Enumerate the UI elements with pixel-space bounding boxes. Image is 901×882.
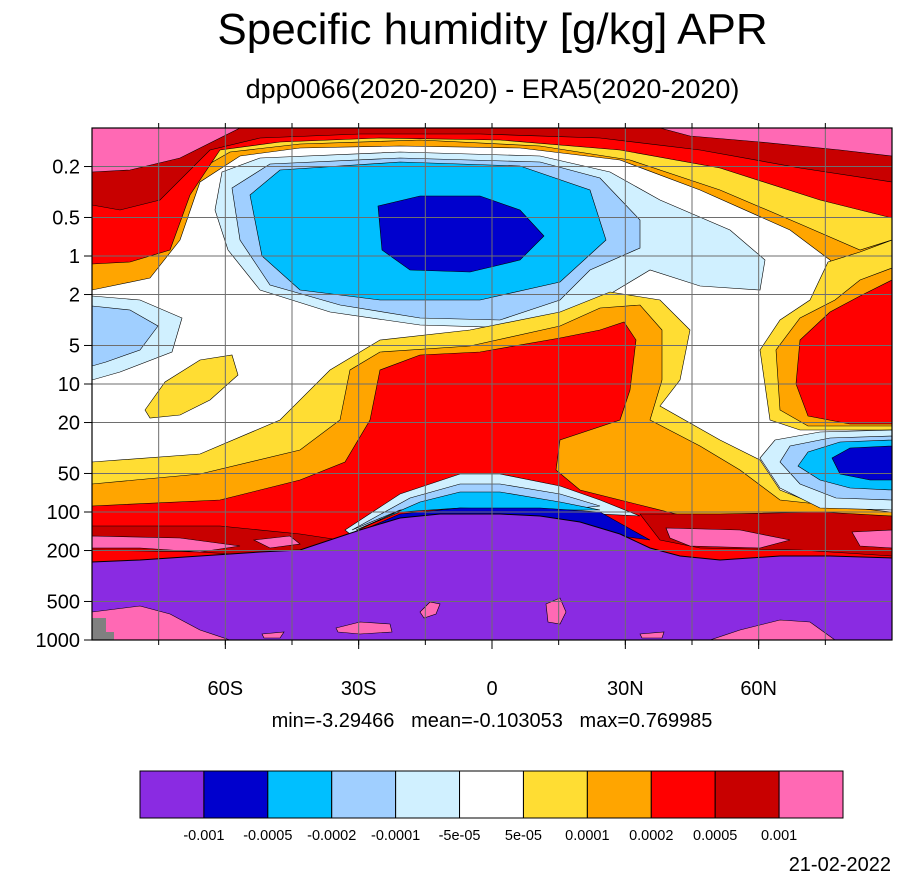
colorbar-label: -5e-05 <box>439 828 481 844</box>
colorbar-swatch <box>331 770 397 819</box>
y-tick-label: 1 <box>69 246 80 268</box>
y-tick-label: 100 <box>47 502 80 524</box>
colorbar-label: 5e-05 <box>505 828 542 844</box>
colorbar-swatch <box>139 770 205 819</box>
colorbar-swatch <box>267 770 333 819</box>
x-tick-label: 30S <box>341 678 377 700</box>
y-tick-label: 1000 <box>36 630 81 652</box>
colorbar-label: 0.0001 <box>565 828 609 844</box>
colorbar-swatch <box>203 770 269 819</box>
y-tick-label: 0.5 <box>52 207 80 229</box>
x-tick-label: 30N <box>607 678 644 700</box>
contour-region-pink-lower-left <box>92 535 241 553</box>
contour-region-pink-upper-right <box>659 128 892 157</box>
contour-region-yellow-left-blob <box>144 354 239 419</box>
contour-region-pink-blob-4 <box>261 631 285 639</box>
contour-region-pink-blob-5 <box>639 631 665 639</box>
y-tick-label: 200 <box>47 541 80 563</box>
colorbar-label: 0.0005 <box>693 828 737 844</box>
contour-region-pink-upper-left <box>92 128 241 173</box>
y-tick-label: 2 <box>69 285 80 307</box>
y-tick-label: 0.2 <box>52 157 80 179</box>
contour-region-pink-lower-right2 <box>851 529 892 549</box>
contour-region-lightblue-left <box>92 305 159 367</box>
chart-subtitle: dpp0066(2020-2020) - ERA5(2020-2020) <box>245 74 740 104</box>
colorbar-swatch <box>586 770 652 819</box>
colorbar-swatch <box>522 770 588 819</box>
y-tick-label: 10 <box>58 374 80 396</box>
colorbar-swatch <box>778 770 844 819</box>
colorbar-label: -0.001 <box>183 828 224 844</box>
contour-region-pink-surface-left <box>92 605 231 640</box>
colorbar: -0.001 -0.0005 -0.0002 -0.0001 -5e-05 5e-05 0.… <box>139 770 844 844</box>
y-tick-label: 500 <box>47 591 80 613</box>
contour-region-pink-blob-1 <box>335 621 393 635</box>
y-tick-label: 50 <box>58 463 80 485</box>
colorbar-swatch <box>714 770 780 819</box>
x-tick-label: 60N <box>740 678 777 700</box>
colorbar-swatch <box>459 770 524 819</box>
contour-region-blue-right <box>831 445 892 481</box>
colorbar-label: 0.001 <box>761 828 797 844</box>
colorbar-swatch <box>650 770 716 819</box>
contour-region-pink-lower-left2 <box>252 535 301 549</box>
y-tick-label: 5 <box>69 335 80 357</box>
colorbar-label: -0.0001 <box>371 828 420 844</box>
contour-region-cyan-tropo <box>355 491 601 531</box>
colorbar-label: 0.0002 <box>629 828 673 844</box>
contour-region-pink-blob-3 <box>545 597 567 625</box>
x-tick-label: 60S <box>208 678 244 700</box>
x-axis: 60S 30S 0 30N 60N <box>158 123 826 700</box>
date-label: 21-02-2022 <box>788 854 891 876</box>
grid-lines <box>92 128 892 640</box>
x-tick-label: 0 <box>486 678 497 700</box>
missing-data-region <box>92 618 114 640</box>
contour-region-pink-surface-right <box>709 619 836 640</box>
colorbar-swatch <box>395 770 461 819</box>
contour-region-blue-upper <box>377 195 545 273</box>
chart-title: Specific humidity [g/kg] APR <box>217 5 768 54</box>
colorbar-label: -0.0002 <box>307 828 356 844</box>
y-axis: 0.2 0.5 1 2 5 10 20 50 100 200 500 1000 <box>36 157 92 652</box>
statistics-label: min=-3.29466 mean=-0.103053 max=0.769985 <box>271 710 713 732</box>
y-tick-label: 20 <box>58 413 80 435</box>
colorbar-label: -0.0005 <box>243 828 292 844</box>
